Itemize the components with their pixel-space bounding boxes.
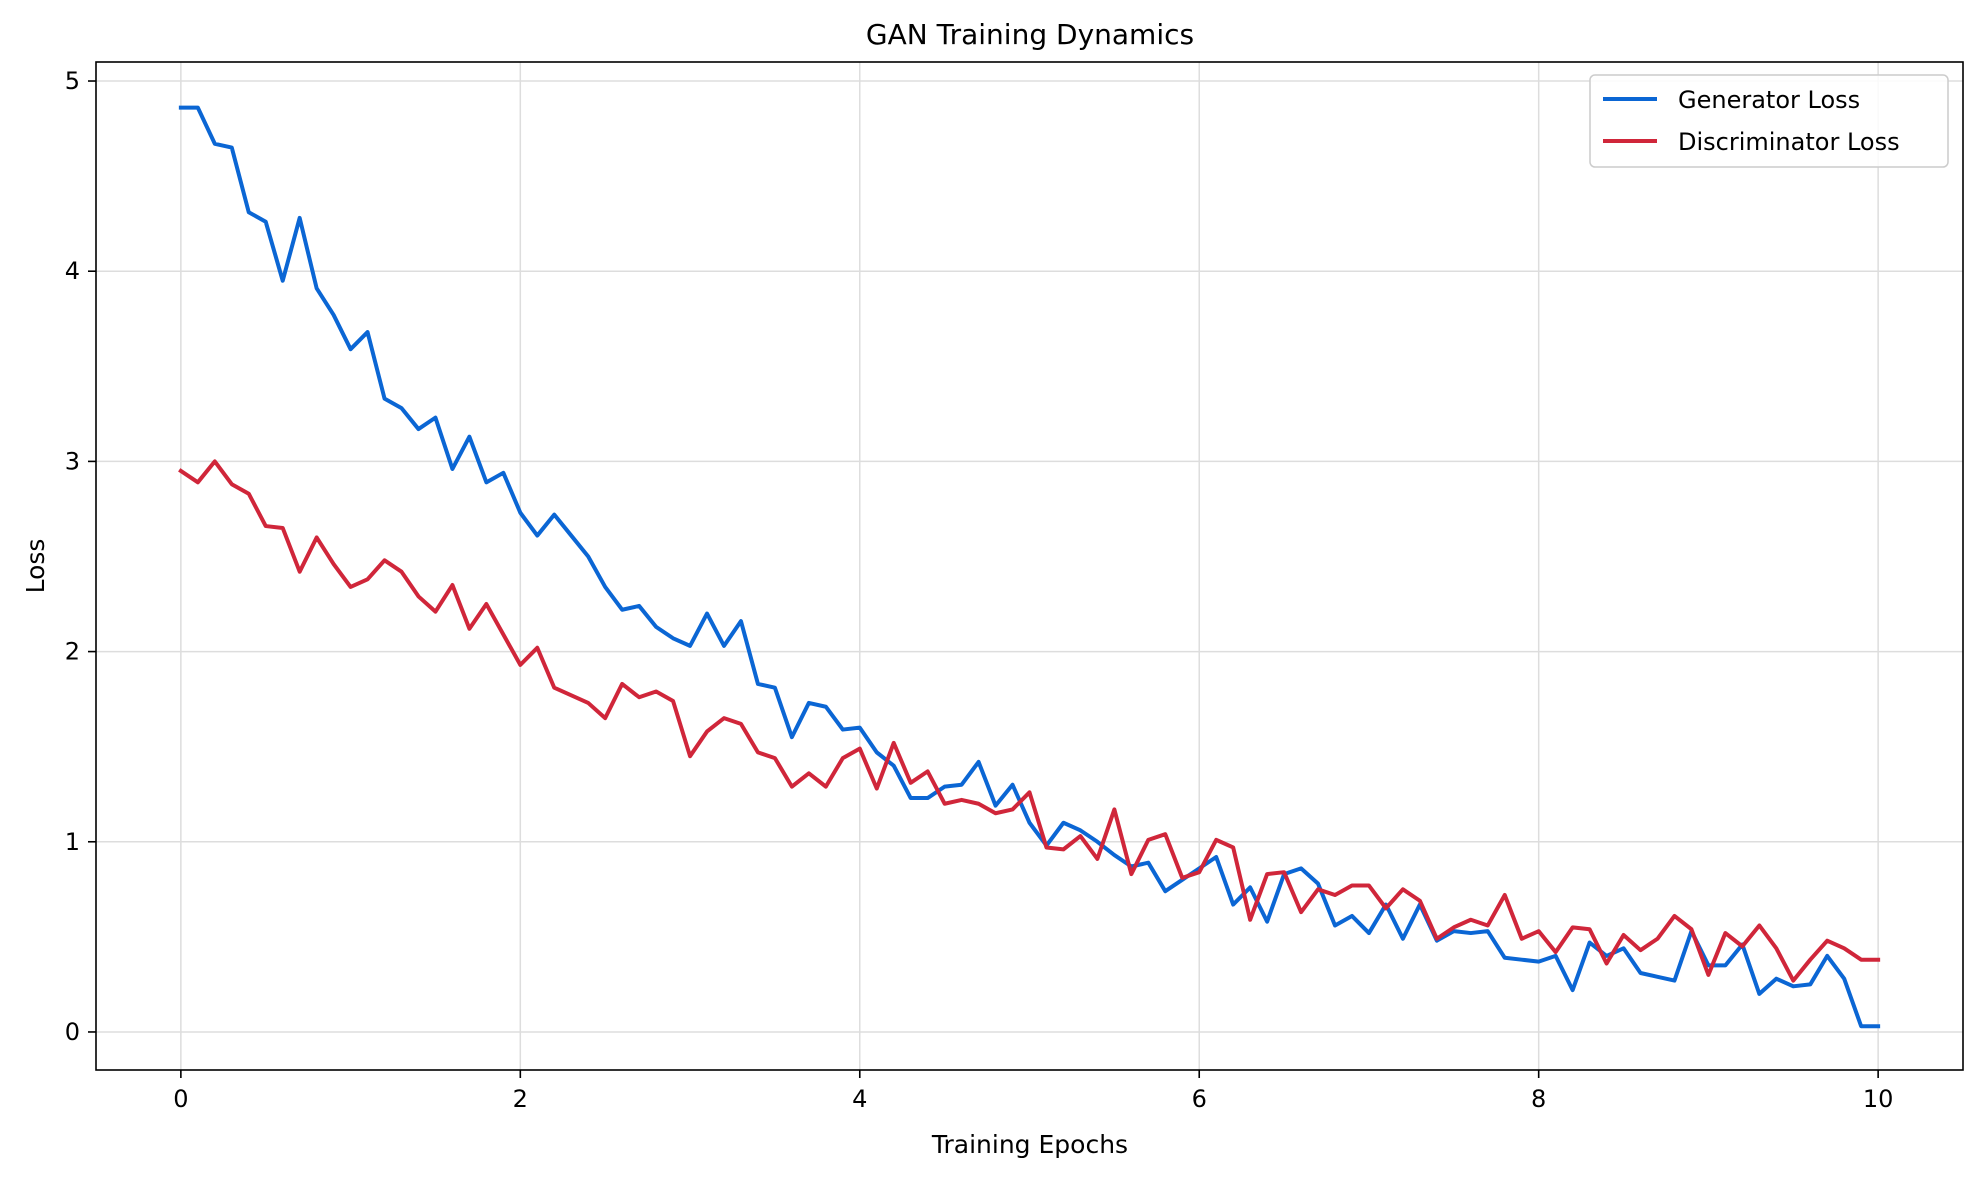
x-axis-label: Training Epochs [931,1130,1128,1159]
y-tick-label: 5 [65,67,80,95]
y-tick-label: 0 [65,1018,80,1046]
series-layer [178,105,1881,1029]
tick-layer: 0 2 4 6 8 10 0 1 2 3 4 5 [65,67,1894,1113]
y-tick-label: 1 [65,828,80,856]
legend-label-generator-loss: Generator Loss [1678,86,1860,114]
y-tick-label: 4 [65,257,80,285]
legend: Generator Loss Discriminator Loss [1589,74,1949,168]
y-tick-label: 3 [65,447,80,475]
legend-frame [1589,74,1949,168]
chart-title: GAN Training Dynamics [866,18,1194,51]
x-tick-label: 2 [513,1085,528,1113]
x-tick-label: 6 [1192,1085,1207,1113]
y-axis-label: Loss [21,539,50,594]
plot-area-frame [95,61,1964,1071]
legend-label-discriminator-loss: Discriminator Loss [1678,128,1900,156]
x-tick-label: 10 [1863,1085,1894,1113]
series-line-generator-loss [178,105,1881,1029]
series-line-discriminator-loss [178,459,1881,983]
y-tick-label: 2 [65,638,80,666]
grid-layer [96,62,1963,1070]
x-tick-label: 0 [173,1085,188,1113]
x-tick-label: 8 [1531,1085,1546,1113]
x-tick-label: 4 [852,1085,867,1113]
